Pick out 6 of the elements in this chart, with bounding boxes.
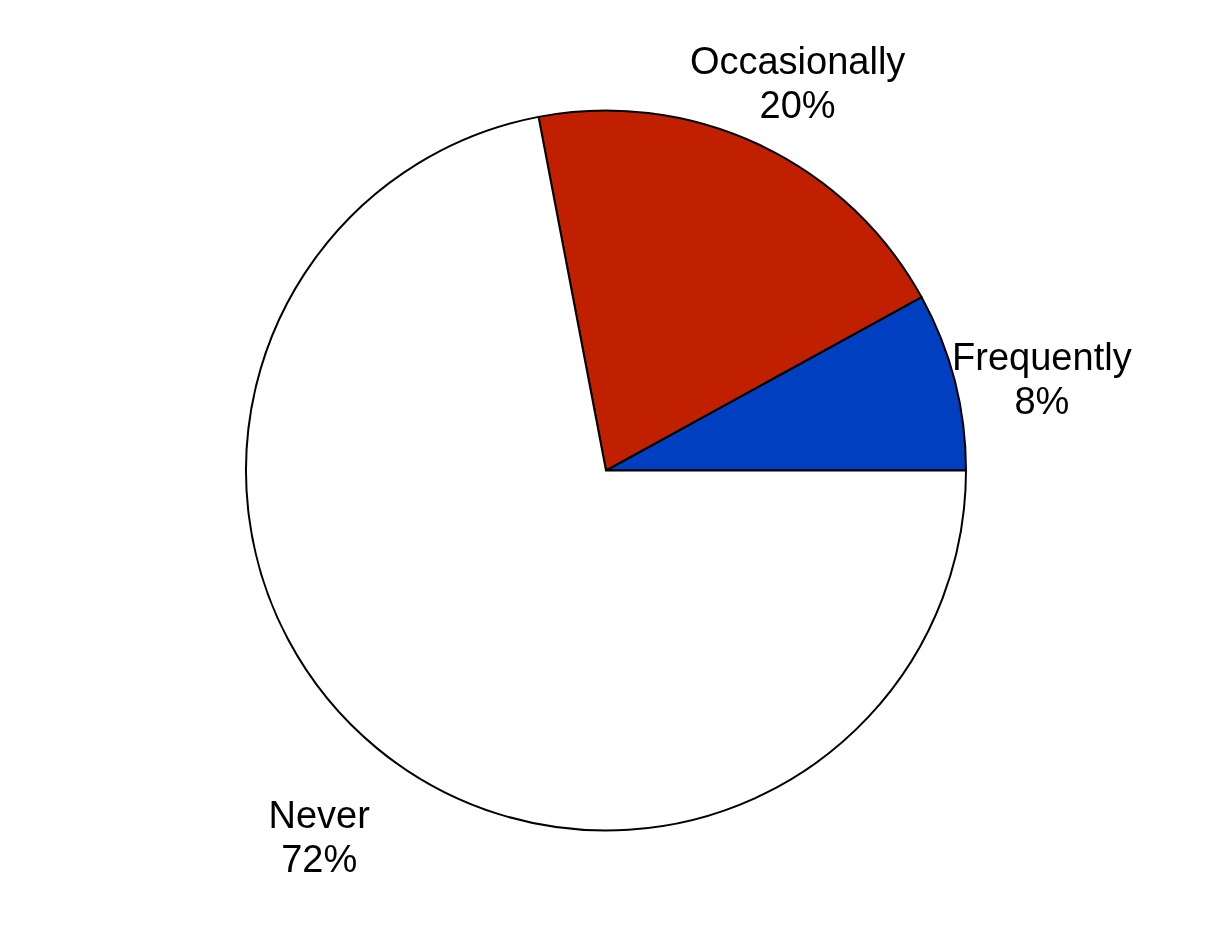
data-label: 72% <box>281 838 358 881</box>
slice-label: Frequently <box>952 335 1132 378</box>
data-label: 8% <box>1014 379 1070 422</box>
data-label: 20% <box>759 84 836 127</box>
slice-label: Occasionally <box>689 40 906 83</box>
slice-label: Never <box>268 794 371 837</box>
